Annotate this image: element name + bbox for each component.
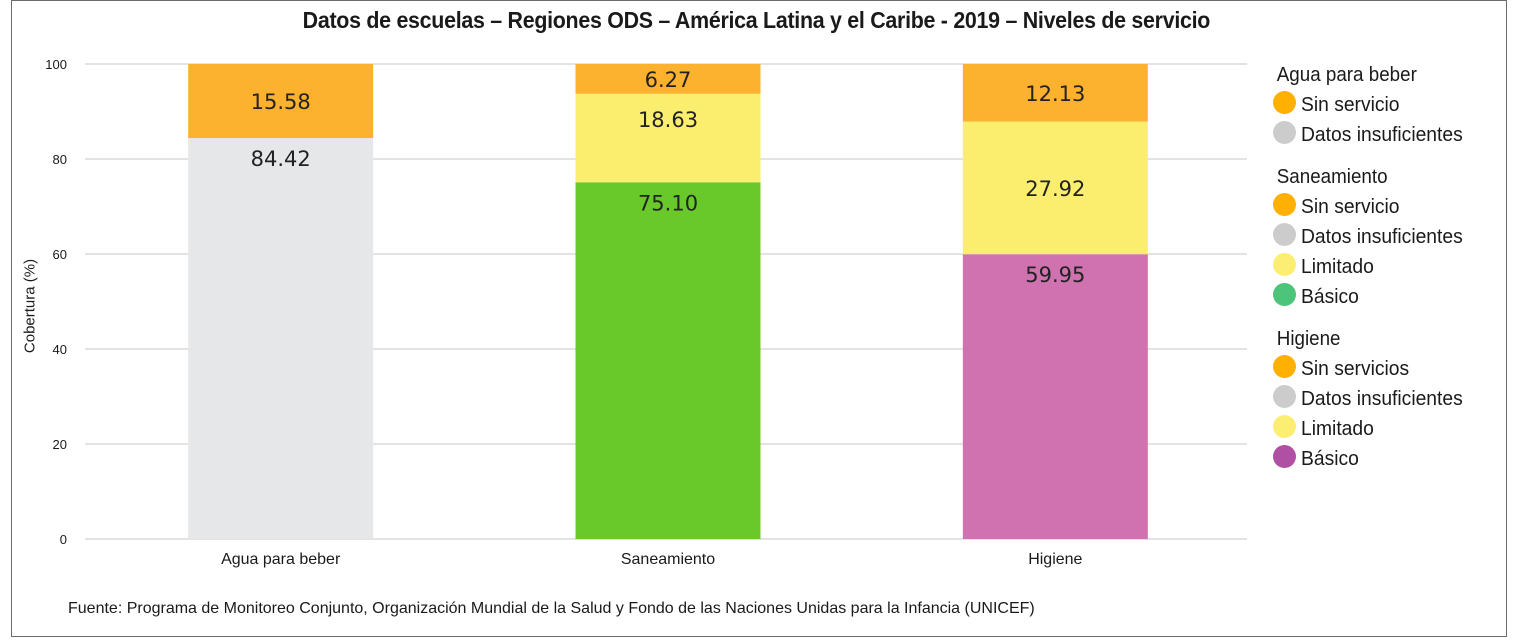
bar-segment — [575, 182, 761, 539]
bar-segment — [962, 254, 1148, 540]
legend-label: Datos insuficientes — [1301, 387, 1463, 410]
x-tick-label: Saneamiento — [621, 551, 715, 568]
x-tick-label: Higiene — [1028, 551, 1082, 568]
legend-gap — [1273, 312, 1503, 324]
legend-swatch-icon — [1273, 282, 1296, 306]
legend-item: Datos insuficientes — [1273, 384, 1503, 414]
legend: Agua para beber Sin servicio Datos insufic… — [1273, 60, 1503, 474]
legend-item: Limitado — [1273, 414, 1503, 444]
legend-item: Limitado — [1273, 252, 1503, 282]
bar-segment — [962, 64, 1148, 122]
data-label: 59.95 — [1025, 263, 1085, 287]
legend-label: Datos insuficientes — [1301, 225, 1463, 248]
legend-gap — [1273, 150, 1503, 162]
legend-group-title: Agua para beber — [1276, 64, 1417, 86]
y-tick-label: 20 — [53, 437, 67, 452]
legend-item: Datos insuficientes — [1273, 120, 1503, 150]
y-axis-label: Cobertura (%) — [21, 258, 39, 354]
legend-label: Sin servicio — [1301, 195, 1400, 218]
bar-segment — [962, 121, 1148, 255]
legend-swatch-icon — [1273, 414, 1296, 438]
legend-label: Sin servicios — [1301, 357, 1410, 380]
legend-label: Sin servicio — [1301, 93, 1400, 116]
bar-segment — [575, 93, 761, 183]
legend-label: Datos insuficientes — [1301, 123, 1463, 146]
legend-item: Sin servicio — [1273, 90, 1503, 120]
legend-swatch-icon — [1273, 444, 1296, 468]
y-tick-label: 0 — [60, 532, 67, 547]
legend-label: Limitado — [1301, 417, 1374, 440]
legend-item: Sin servicios — [1273, 354, 1503, 384]
source-note: Fuente: Programa de Monitoreo Conjunto, … — [68, 600, 1035, 617]
y-tick-label: 40 — [53, 342, 67, 357]
y-tick-label: 60 — [53, 247, 67, 262]
y-tick-label: 80 — [53, 152, 67, 167]
bar-stack: 84.42 15.58 — [188, 64, 374, 539]
data-label: 84.42 — [251, 147, 311, 171]
legend-swatch-icon — [1273, 222, 1296, 246]
legend-swatch-icon — [1273, 120, 1296, 144]
legend-group-title: Higiene — [1276, 328, 1341, 350]
data-label: 18.63 — [638, 108, 698, 132]
bar-stack: 59.95 27.92 12.13 — [962, 64, 1148, 540]
legend-item: Sin servicio — [1273, 192, 1503, 222]
data-label: 6.27 — [645, 68, 692, 92]
legend-item: Básico — [1273, 282, 1503, 312]
legend-swatch-icon — [1273, 252, 1296, 276]
data-label: 12.13 — [1025, 82, 1085, 106]
legend-swatch-icon — [1273, 384, 1296, 408]
legend-item: Datos insuficientes — [1273, 222, 1503, 252]
legend-swatch-icon — [1273, 354, 1296, 378]
bar-stack: 75.10 18.63 6.27 — [575, 64, 761, 539]
bar-segment — [188, 64, 374, 139]
chart-title: Datos de escuelas – Regiones ODS – Améri… — [302, 7, 1211, 33]
legend-swatch-icon — [1273, 90, 1296, 114]
legend-label: Básico — [1301, 447, 1359, 470]
legend-swatch-icon — [1273, 192, 1296, 216]
legend-item: Básico — [1273, 444, 1503, 474]
legend-label: Limitado — [1301, 255, 1374, 278]
x-tick-label: Agua para beber — [221, 551, 341, 568]
data-label: 27.92 — [1025, 177, 1085, 201]
data-label: 15.58 — [251, 90, 311, 114]
legend-group-title: Saneamiento — [1276, 166, 1388, 188]
bar-segment — [188, 138, 374, 539]
chart-frame — [11, 0, 1507, 637]
bar-segment — [575, 64, 761, 94]
legend-label: Básico — [1301, 285, 1359, 308]
y-tick-label: 100 — [45, 57, 67, 72]
data-label: 75.10 — [638, 191, 698, 215]
